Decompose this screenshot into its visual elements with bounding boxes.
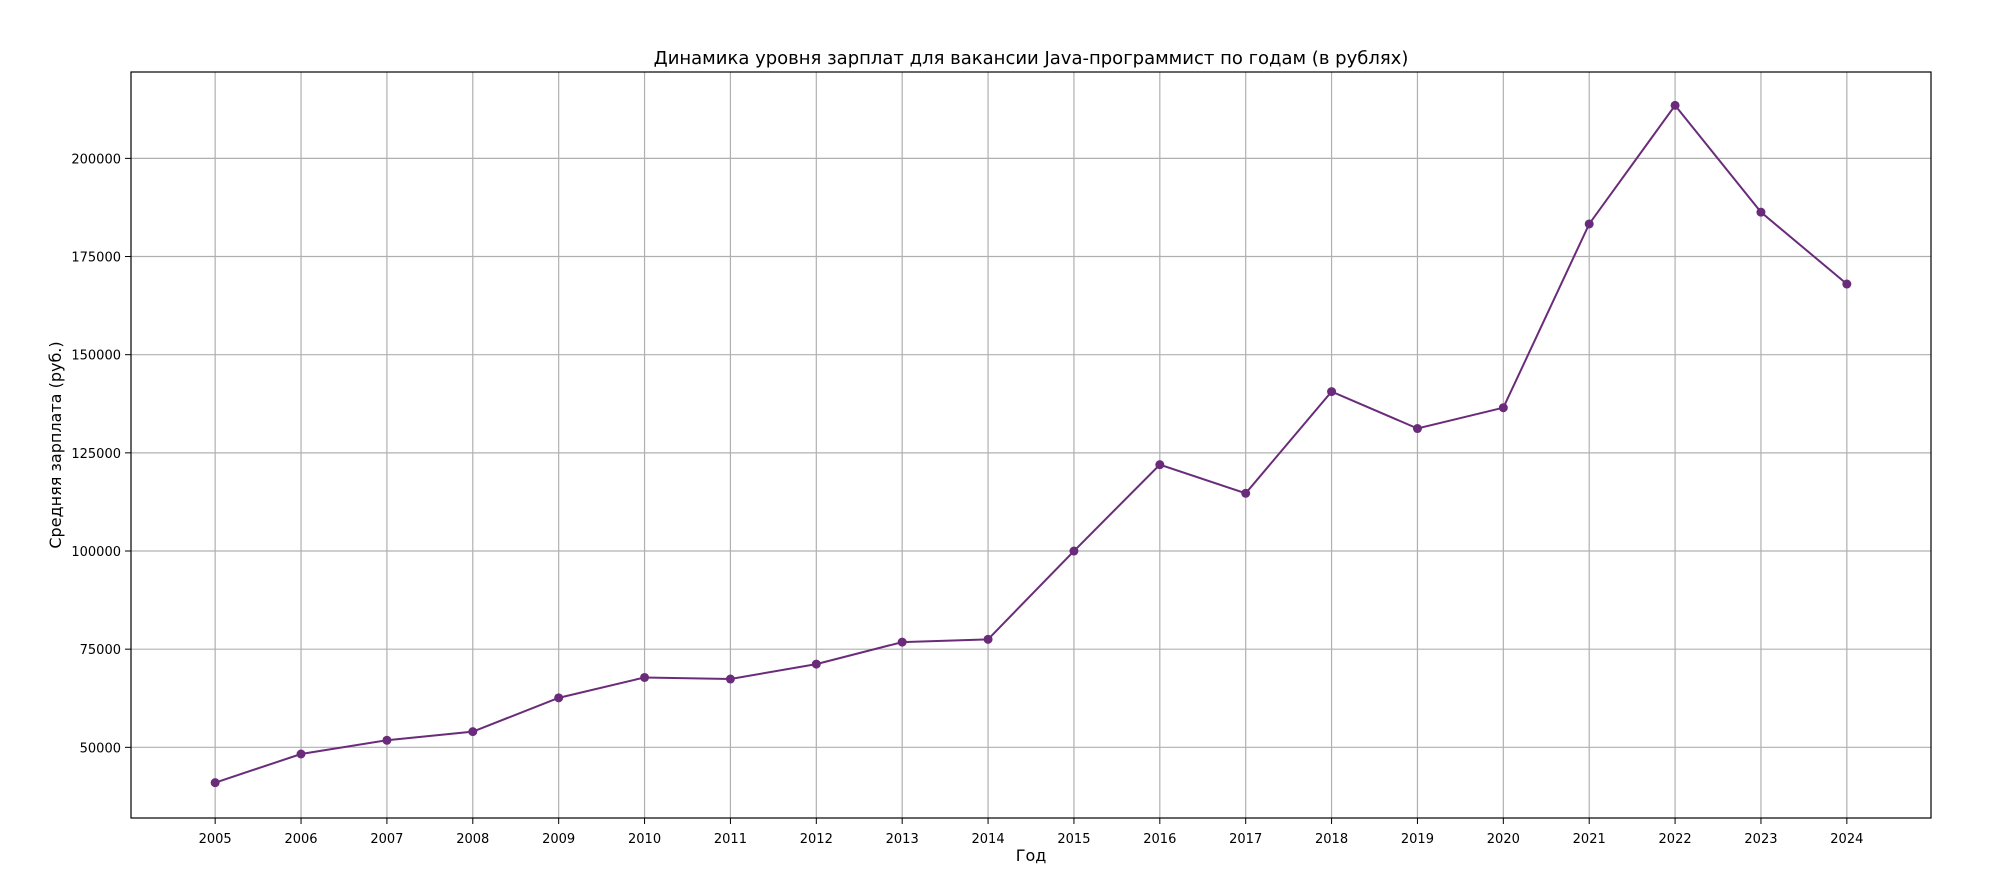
y-axis-label: Средняя зарплата (руб.) bbox=[46, 341, 65, 548]
x-tick-label: 2016 bbox=[1143, 832, 1176, 847]
series-layer bbox=[210, 100, 1852, 788]
data-point bbox=[1670, 100, 1680, 110]
x-tick-label: 2017 bbox=[1229, 832, 1262, 847]
x-tick-label: 2024 bbox=[1830, 832, 1863, 847]
y-tick-label: 125000 bbox=[71, 447, 121, 462]
x-axis-ticks: 2005 2006 2007 2008 2009 2010 2011 2012 2013 2014… bbox=[199, 818, 1863, 847]
data-point bbox=[1155, 460, 1165, 470]
data-point bbox=[1241, 488, 1251, 498]
data-point bbox=[1498, 403, 1508, 413]
y-tick-label: 200000 bbox=[71, 152, 121, 167]
plot-frame bbox=[130, 71, 1932, 819]
x-tick-label: 2006 bbox=[284, 832, 317, 847]
data-point bbox=[1069, 546, 1079, 556]
data-point bbox=[210, 778, 220, 788]
chart-title: Динамика уровня зарплат для вакансии Jav… bbox=[654, 48, 1409, 69]
y-tick-label: 75000 bbox=[80, 643, 121, 658]
data-point bbox=[554, 693, 564, 703]
x-tick-label: 2021 bbox=[1573, 832, 1606, 847]
x-tick-label: 2014 bbox=[972, 832, 1005, 847]
data-point bbox=[382, 735, 392, 745]
data-point bbox=[1842, 279, 1852, 289]
x-tick-label: 2007 bbox=[370, 832, 403, 847]
series-line bbox=[214, 103, 1848, 784]
data-point bbox=[811, 659, 821, 669]
y-tick-label: 175000 bbox=[71, 251, 121, 266]
data-point bbox=[983, 634, 993, 644]
x-tick-label: 2009 bbox=[542, 832, 575, 847]
y-axis-ticks: 50000 75000 100000 125000 150000 175000 200000 bbox=[71, 152, 131, 756]
y-tick-label: 50000 bbox=[80, 741, 121, 756]
x-tick-label: 2011 bbox=[714, 832, 747, 847]
data-point bbox=[1584, 219, 1594, 229]
grid-lines bbox=[131, 72, 1931, 818]
x-tick-label: 2015 bbox=[1057, 832, 1090, 847]
data-point bbox=[1327, 387, 1337, 397]
x-tick-label: 2018 bbox=[1315, 832, 1348, 847]
y-tick-label: 100000 bbox=[71, 545, 121, 560]
data-point bbox=[640, 672, 650, 682]
x-tick-label: 2020 bbox=[1487, 832, 1520, 847]
x-axis-label: Год bbox=[1016, 846, 1047, 865]
data-point bbox=[725, 674, 735, 684]
data-point bbox=[1756, 207, 1766, 217]
x-tick-label: 2013 bbox=[886, 832, 919, 847]
x-tick-label: 2019 bbox=[1401, 832, 1434, 847]
x-tick-label: 2010 bbox=[628, 832, 661, 847]
x-tick-label: 2022 bbox=[1659, 832, 1692, 847]
x-tick-label: 2008 bbox=[456, 832, 489, 847]
x-tick-label: 2012 bbox=[800, 832, 833, 847]
data-point bbox=[468, 727, 478, 737]
y-tick-label: 150000 bbox=[71, 349, 121, 364]
x-tick-label: 2005 bbox=[199, 832, 232, 847]
data-point bbox=[296, 749, 306, 759]
data-point bbox=[897, 637, 907, 647]
data-point bbox=[1412, 424, 1422, 434]
x-tick-label: 2023 bbox=[1744, 832, 1777, 847]
